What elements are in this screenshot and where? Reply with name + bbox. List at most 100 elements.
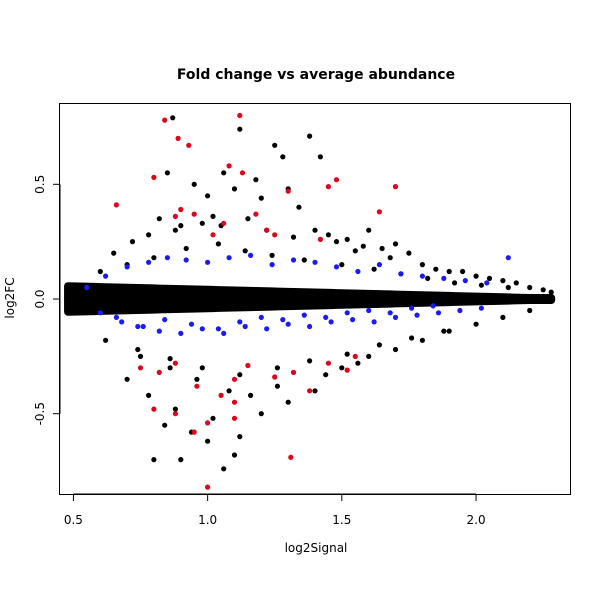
- data-point: [527, 307, 533, 314]
- data-point: [317, 154, 323, 160]
- data-point: [129, 239, 136, 245]
- data-point: [269, 252, 275, 258]
- data-point: [146, 259, 152, 265]
- data-point: [323, 372, 329, 378]
- data-point: [237, 434, 243, 440]
- data-point: [446, 328, 452, 334]
- data-point: [307, 358, 313, 364]
- data-point: [392, 184, 399, 190]
- data-point: [231, 415, 238, 421]
- data-point: [387, 310, 393, 316]
- data-point: [191, 211, 197, 217]
- data-point: [462, 278, 468, 284]
- data-point: [205, 438, 211, 444]
- data-point: [156, 328, 162, 334]
- data-point: [414, 312, 420, 318]
- data-point: [312, 259, 318, 265]
- data-point: [146, 232, 152, 238]
- data-point: [285, 321, 291, 327]
- data-point: [231, 452, 238, 458]
- data-point: [258, 314, 264, 320]
- y-axis: -0.5 0.0 0.5: [33, 175, 61, 425]
- data-point: [239, 170, 246, 176]
- data-point: [446, 268, 452, 275]
- data-point: [409, 305, 415, 311]
- data-point: [237, 126, 243, 132]
- data-point: [183, 245, 189, 252]
- data-point: [371, 319, 377, 325]
- data-point: [285, 399, 291, 405]
- data-point: [312, 388, 318, 394]
- data-point: [103, 337, 109, 343]
- data-point: [221, 466, 227, 472]
- x-axis: 0.5 1.0 1.5 2.0: [64, 493, 486, 527]
- x-tick-label: 0.5: [64, 513, 83, 527]
- data-point: [406, 250, 412, 256]
- data-point: [548, 289, 554, 295]
- data-point: [194, 383, 200, 389]
- data-point: [172, 213, 178, 219]
- data-point: [119, 319, 125, 325]
- data-point: [170, 115, 176, 121]
- data-point: [231, 376, 238, 382]
- data-point: [312, 227, 318, 233]
- data-point: [226, 163, 232, 169]
- data-point: [164, 170, 170, 176]
- data-point: [205, 484, 211, 490]
- data-point: [124, 264, 130, 270]
- data-point: [505, 284, 511, 291]
- data-point: [172, 406, 178, 412]
- data-point: [172, 411, 178, 417]
- data-point: [478, 282, 484, 288]
- x-tick-label: 1.0: [198, 513, 217, 527]
- data-point: [473, 321, 479, 327]
- data-point: [199, 326, 205, 332]
- data-point: [215, 326, 221, 332]
- data-point: [540, 287, 546, 293]
- data-point: [210, 415, 216, 421]
- data-point: [183, 257, 189, 263]
- data-point: [288, 454, 294, 460]
- data-point: [226, 388, 232, 394]
- data-point: [103, 273, 109, 279]
- data-point: [151, 457, 157, 463]
- data-point: [500, 314, 506, 320]
- data-point: [452, 280, 458, 286]
- data-point: [146, 392, 152, 398]
- data-point: [505, 255, 511, 261]
- data-point: [140, 323, 146, 330]
- data-point: [124, 376, 130, 382]
- data-point: [199, 365, 205, 371]
- data-point: [527, 284, 533, 291]
- y-tick-label: 0.0: [33, 289, 47, 308]
- data-point: [162, 317, 168, 323]
- data-point: [178, 223, 184, 229]
- data-point: [392, 241, 399, 247]
- data-point: [350, 317, 356, 323]
- data-point: [167, 365, 173, 371]
- data-point: [156, 369, 162, 375]
- data-point: [164, 255, 170, 261]
- data-point: [162, 117, 168, 123]
- data-point: [376, 342, 382, 348]
- data-point: [484, 280, 490, 286]
- data-point: [280, 154, 286, 160]
- data-point: [210, 213, 216, 219]
- data-point: [325, 184, 331, 190]
- data-point: [352, 248, 358, 254]
- data-point: [191, 429, 197, 435]
- data-point: [379, 245, 385, 252]
- data-point: [194, 376, 200, 382]
- data-point: [457, 307, 463, 314]
- data-point: [333, 177, 340, 183]
- data-point: [419, 273, 425, 279]
- data-point: [307, 388, 313, 394]
- data-point: [328, 319, 334, 325]
- data-point: [264, 227, 270, 233]
- data-point: [272, 142, 278, 148]
- data-point: [221, 170, 227, 176]
- data-point: [398, 271, 404, 277]
- data-point: [242, 248, 248, 254]
- data-point: [210, 232, 216, 238]
